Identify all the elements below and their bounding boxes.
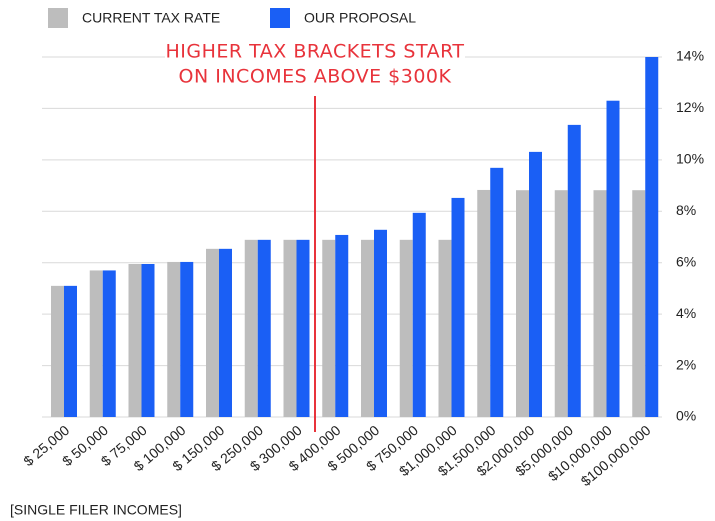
bar — [64, 285, 77, 417]
legend-swatch — [270, 8, 290, 28]
bar — [529, 151, 542, 417]
y-tick-label: 10% — [676, 151, 704, 167]
bar — [180, 261, 194, 417]
bar — [374, 229, 387, 417]
legend-label: CURRENT TAX RATE — [82, 10, 220, 26]
y-tick-label: 8% — [676, 202, 696, 218]
bar — [206, 248, 219, 417]
x-axis-label: [SINGLE FILER INCOMES] — [10, 502, 182, 518]
y-tick-label: 14% — [676, 48, 704, 64]
bar — [167, 261, 181, 417]
bar — [219, 248, 232, 417]
bar — [490, 167, 504, 417]
bar — [554, 190, 568, 417]
bar — [51, 285, 64, 417]
bar — [516, 190, 529, 417]
bar — [632, 190, 646, 417]
y-tick-label: 6% — [676, 253, 696, 269]
annotation: HIGHER TAX BRACKETS START — [165, 41, 464, 63]
bar — [451, 197, 465, 417]
bar — [606, 100, 620, 417]
bar — [141, 264, 155, 417]
legend-swatch — [48, 8, 68, 28]
bar — [399, 239, 413, 417]
y-tick-label: 12% — [676, 99, 704, 115]
bar — [322, 239, 336, 417]
y-tick-label: 2% — [676, 356, 696, 372]
legend-label: OUR PROPOSAL — [304, 10, 416, 26]
y-tick-label: 0% — [676, 408, 696, 424]
annotation: ON INCOMES ABOVE $300K — [179, 66, 452, 88]
bar — [567, 124, 581, 417]
bar — [477, 189, 491, 417]
bar — [412, 212, 426, 417]
bar — [361, 239, 374, 417]
bar — [244, 239, 258, 417]
bar — [257, 239, 271, 417]
bar — [128, 264, 142, 417]
y-tick-label: 4% — [676, 305, 696, 321]
bar — [438, 239, 452, 417]
bar — [645, 57, 659, 417]
bar — [296, 239, 310, 417]
annotation-bg — [165, 38, 465, 90]
bar — [89, 270, 103, 417]
bar — [593, 190, 607, 417]
bar — [283, 239, 297, 417]
bar — [335, 234, 349, 417]
bar — [102, 270, 116, 417]
